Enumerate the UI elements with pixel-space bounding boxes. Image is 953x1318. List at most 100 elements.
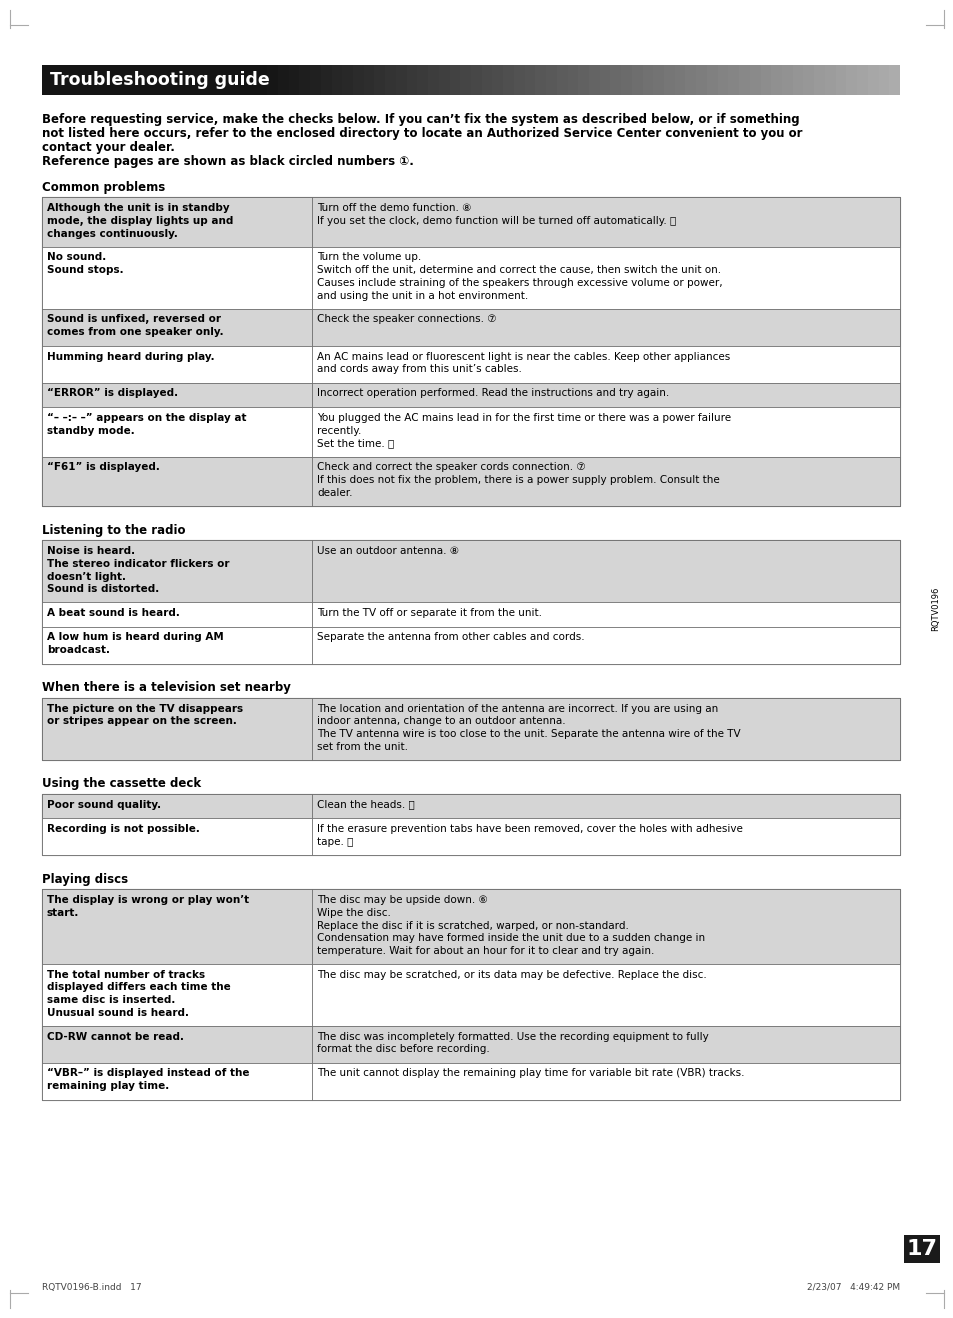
Bar — [631, 65, 642, 95]
Bar — [312, 540, 899, 602]
Bar — [449, 65, 460, 95]
Bar — [289, 65, 299, 95]
Bar — [277, 65, 289, 95]
Bar — [42, 407, 312, 456]
Bar — [42, 456, 312, 506]
Bar — [620, 65, 632, 95]
Text: If the erasure prevention tabs have been removed, cover the holes with adhesive
: If the erasure prevention tabs have been… — [316, 824, 742, 846]
Bar — [192, 65, 203, 95]
Text: Use an outdoor antenna. ⑧: Use an outdoor antenna. ⑧ — [316, 546, 458, 556]
Bar — [42, 345, 312, 382]
Bar — [42, 196, 899, 506]
Text: CD-RW cannot be read.: CD-RW cannot be read. — [47, 1032, 184, 1041]
Bar — [42, 308, 312, 345]
Bar — [106, 65, 117, 95]
Text: Humming heard during play.: Humming heard during play. — [47, 352, 214, 361]
Bar — [792, 65, 803, 95]
Text: The disc may be upside down. ⑥
Wipe the disc.
Replace the disc if it is scratche: The disc may be upside down. ⑥ Wipe the … — [316, 895, 704, 956]
Text: Noise is heard.
The stereo indicator flickers or
doesn’t light.
Sound is distort: Noise is heard. The stereo indicator fli… — [47, 546, 230, 594]
Text: Poor sound quality.: Poor sound quality. — [47, 800, 161, 809]
Text: Before requesting service, make the checks below. If you can’t fix the system as: Before requesting service, make the chec… — [42, 113, 799, 127]
Bar — [557, 65, 567, 95]
Bar — [42, 890, 312, 963]
Text: The disc may be scratched, or its data may be defective. Replace the disc.: The disc may be scratched, or its data m… — [316, 970, 706, 979]
Bar — [138, 65, 150, 95]
Bar — [42, 793, 899, 855]
Bar — [312, 963, 899, 1025]
Text: 2/23/07   4:49:42 PM: 2/23/07 4:49:42 PM — [806, 1282, 899, 1292]
Bar — [696, 65, 707, 95]
Text: 17: 17 — [905, 1239, 937, 1259]
Bar — [234, 65, 246, 95]
Text: Turn the volume up.
Switch off the unit, determine and correct the cause, then s: Turn the volume up. Switch off the unit,… — [316, 253, 721, 301]
Bar — [802, 65, 814, 95]
Text: Incorrect operation performed. Read the instructions and try again.: Incorrect operation performed. Read the … — [316, 389, 669, 398]
Bar — [312, 407, 899, 456]
Bar — [52, 65, 64, 95]
Bar — [312, 1062, 899, 1099]
Text: You plugged the AC mains lead in for the first time or there was a power failure: You plugged the AC mains lead in for the… — [316, 413, 730, 448]
Text: No sound.
Sound stops.: No sound. Sound stops. — [47, 253, 124, 275]
Bar — [42, 382, 312, 407]
Bar — [856, 65, 867, 95]
Bar — [375, 65, 385, 95]
Bar — [312, 818, 899, 855]
Text: RQTV0196-B.indd   17: RQTV0196-B.indd 17 — [42, 1282, 141, 1292]
Bar — [459, 65, 471, 95]
Text: Check and correct the speaker cords connection. ⑦
If this does not fix the probl: Check and correct the speaker cords conn… — [316, 463, 719, 498]
Bar — [332, 65, 342, 95]
Bar — [535, 65, 546, 95]
Bar — [149, 65, 160, 95]
Bar — [653, 65, 664, 95]
Bar — [42, 1062, 312, 1099]
Text: Recording is not possible.: Recording is not possible. — [47, 824, 200, 834]
Bar — [312, 626, 899, 663]
Bar — [246, 65, 256, 95]
Text: Reference pages are shown as black circled numbers ①.: Reference pages are shown as black circl… — [42, 156, 414, 167]
Bar — [878, 65, 889, 95]
Text: Sound is unfixed, reversed or
comes from one speaker only.: Sound is unfixed, reversed or comes from… — [47, 315, 223, 337]
Bar — [42, 697, 899, 759]
Bar — [42, 65, 53, 95]
Text: Using the cassette deck: Using the cassette deck — [42, 778, 201, 791]
Text: Common problems: Common problems — [42, 181, 165, 194]
Bar — [42, 602, 312, 626]
Bar — [95, 65, 107, 95]
Bar — [781, 65, 792, 95]
Text: Check the speaker connections. ⑦: Check the speaker connections. ⑦ — [316, 315, 496, 324]
Bar — [524, 65, 536, 95]
Bar — [256, 65, 268, 95]
Bar — [663, 65, 675, 95]
Bar — [685, 65, 696, 95]
Bar — [42, 196, 312, 246]
Bar — [42, 793, 312, 818]
Text: Although the unit is in standby
mode, the display lights up and
changes continuo: Although the unit is in standby mode, th… — [47, 203, 233, 239]
Bar — [492, 65, 503, 95]
Bar — [824, 65, 835, 95]
Bar — [312, 196, 899, 246]
Bar — [481, 65, 493, 95]
Bar — [706, 65, 718, 95]
Bar — [312, 345, 899, 382]
Text: Turn the TV off or separate it from the unit.: Turn the TV off or separate it from the … — [316, 608, 541, 618]
Bar — [610, 65, 621, 95]
Bar — [385, 65, 396, 95]
Bar — [312, 456, 899, 506]
Text: The display is wrong or play won’t
start.: The display is wrong or play won’t start… — [47, 895, 249, 917]
Text: “– –:– –” appears on the display at
standby mode.: “– –:– –” appears on the display at stan… — [47, 413, 246, 436]
Bar — [599, 65, 610, 95]
Bar — [353, 65, 364, 95]
Bar — [760, 65, 771, 95]
Bar — [471, 65, 481, 95]
Bar — [117, 65, 128, 95]
Bar — [728, 65, 739, 95]
Bar — [171, 65, 182, 95]
Bar — [42, 626, 312, 663]
Bar — [514, 65, 524, 95]
Bar — [42, 246, 312, 308]
Bar — [545, 65, 557, 95]
Bar — [642, 65, 653, 95]
Text: When there is a television set nearby: When there is a television set nearby — [42, 681, 291, 695]
Text: RQTV0196: RQTV0196 — [930, 587, 940, 631]
Bar — [739, 65, 750, 95]
